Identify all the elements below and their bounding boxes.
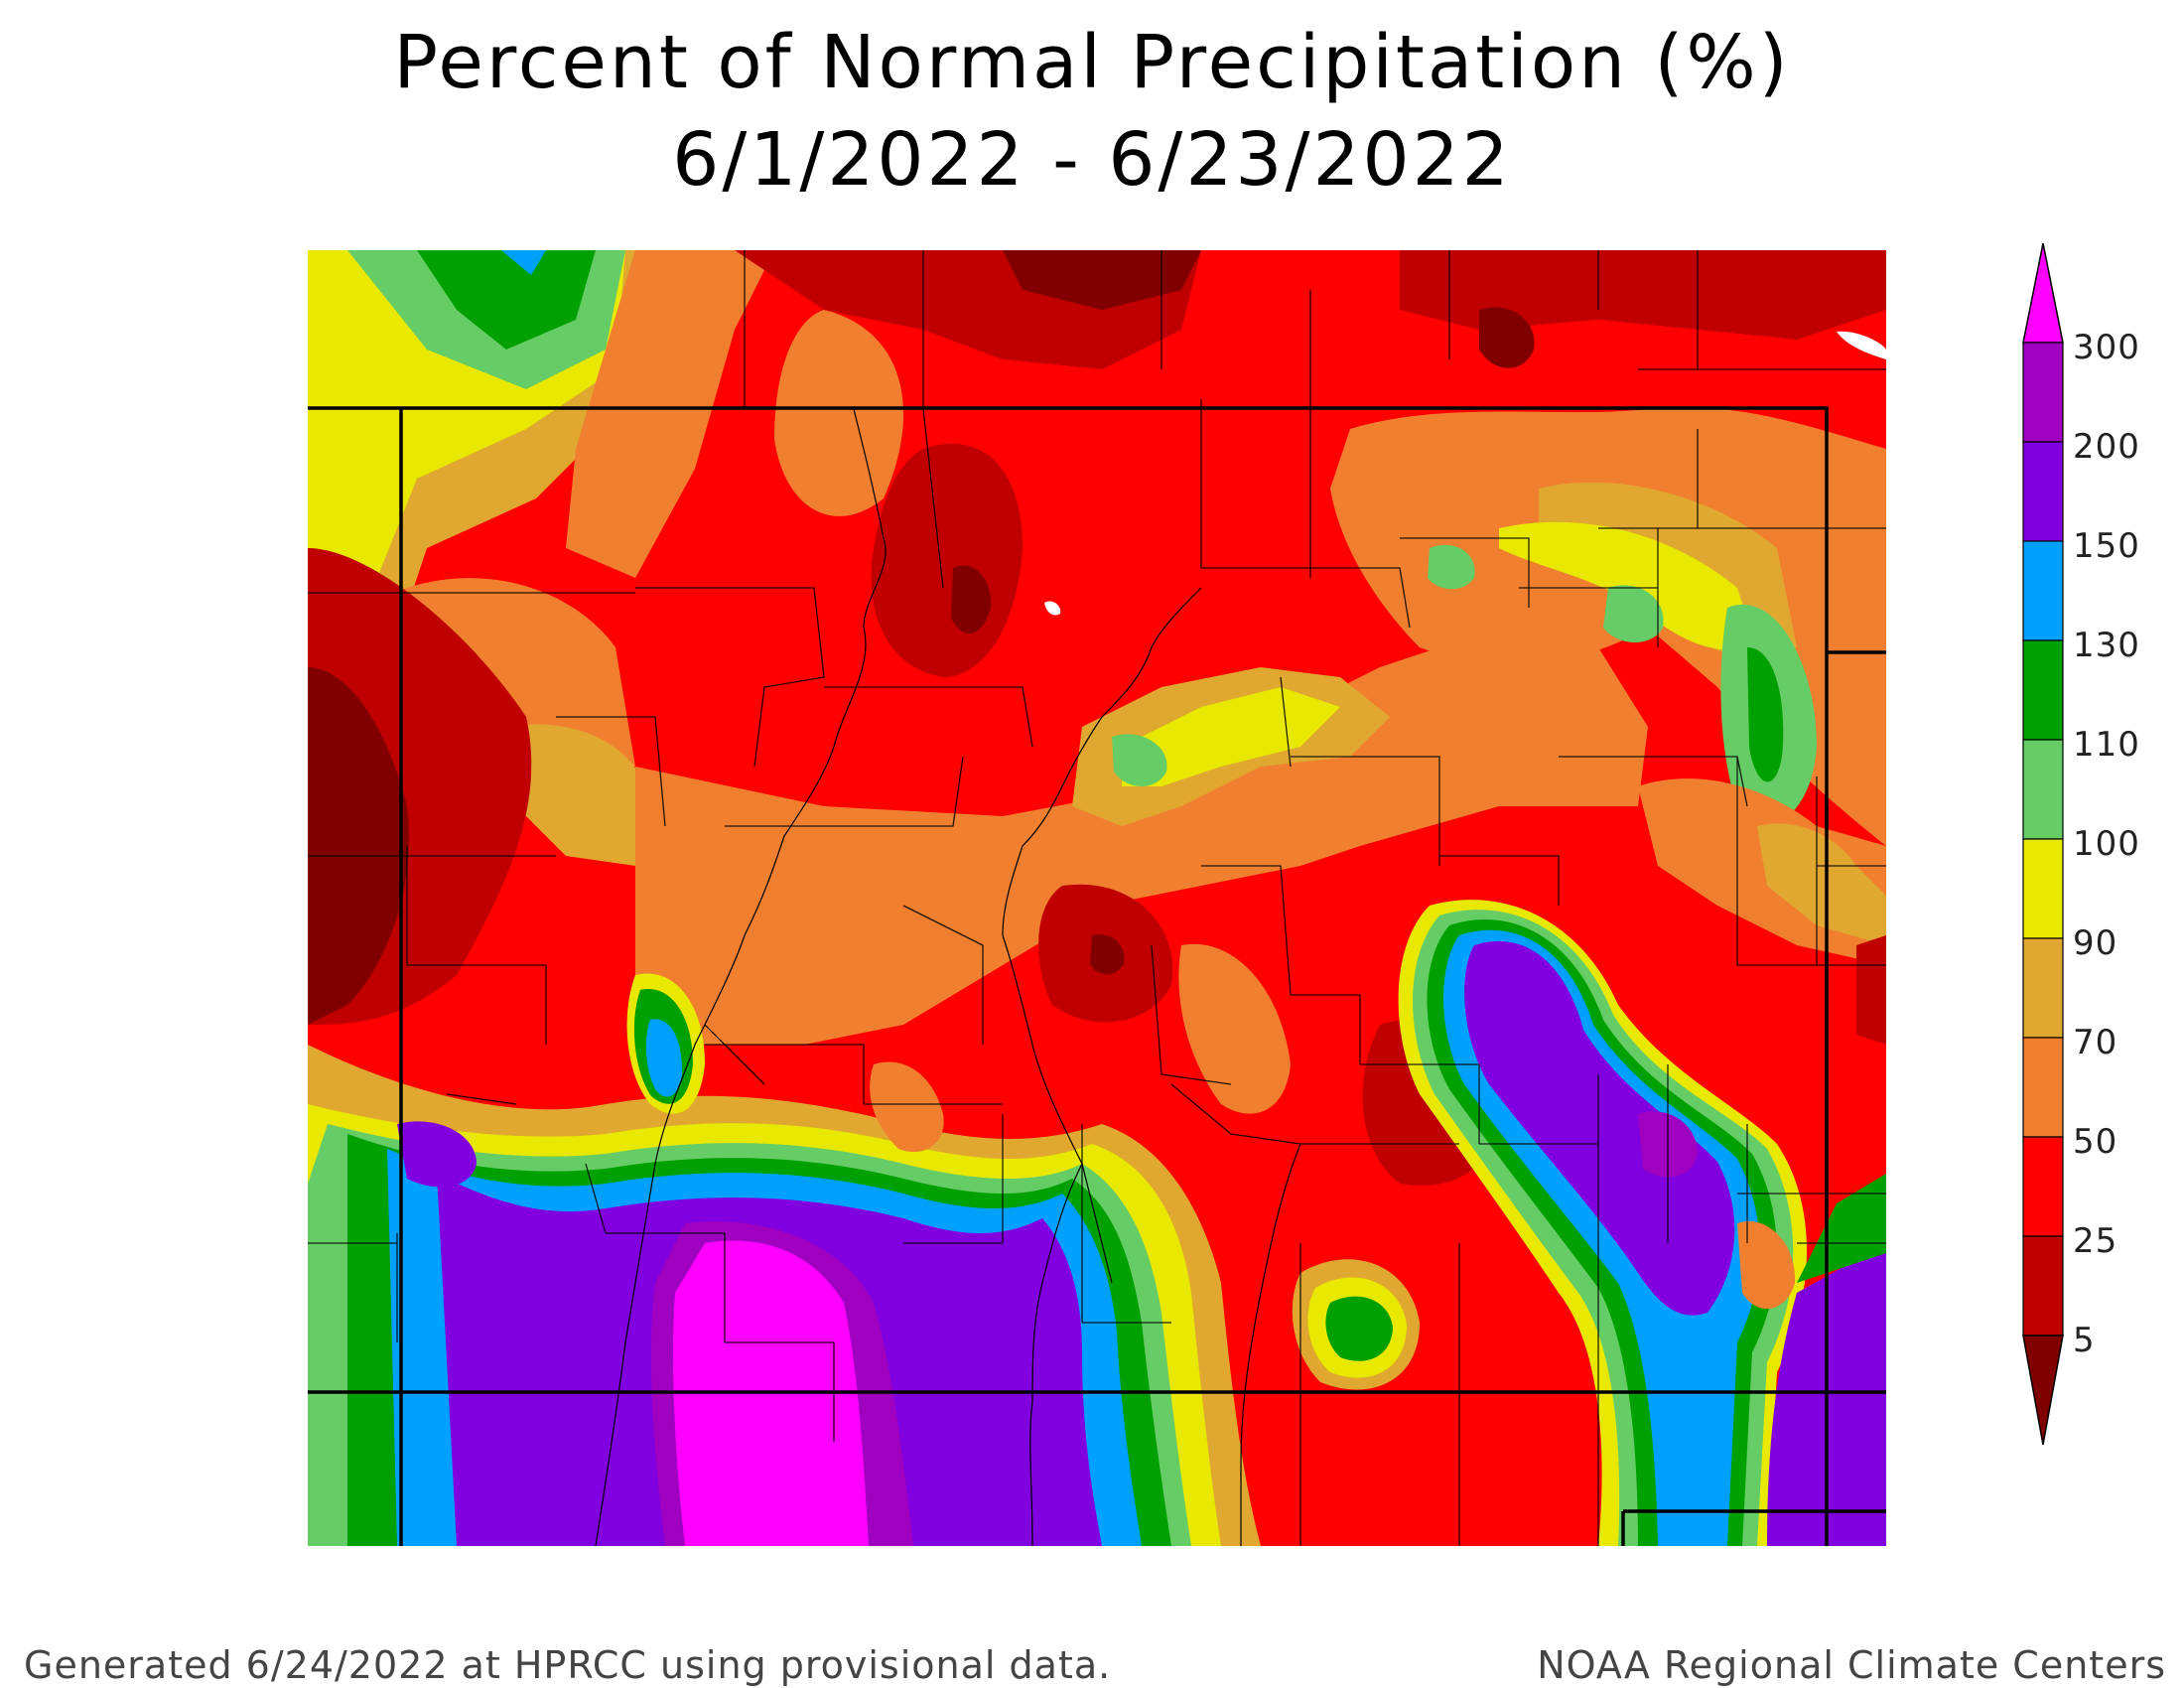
legend-band-5-25: [2022, 1235, 2064, 1336]
legend-label-70: 70: [2073, 1023, 2118, 1062]
region-lower-center: [870, 943, 1420, 1390]
legend-band-110-130: [2022, 639, 2064, 741]
river-lines: [595, 408, 1301, 1546]
legend-label-130: 130: [2073, 626, 2140, 665]
legend-band-100-110: [2022, 739, 2064, 840]
legend-label-200: 200: [2073, 427, 2140, 467]
color-legend: [2022, 243, 2064, 1446]
legend-band-150-200: [2022, 441, 2064, 542]
legend-arrow-bottom: [2022, 1335, 2064, 1446]
legend-band-130-150: [2022, 540, 2064, 641]
source-credit: NOAA Regional Climate Centers: [1537, 1643, 2166, 1687]
legend-band-200-300: [2022, 342, 2064, 443]
legend-band-70-90: [2022, 937, 2064, 1039]
legend-label-100: 100: [2073, 824, 2140, 864]
map-title: Percent of Normal Precipitation (%): [393, 20, 1791, 105]
region-central-belt: [635, 628, 1886, 1045]
legend-label-25: 25: [2073, 1221, 2118, 1261]
lake-northeast: [1837, 331, 1886, 359]
legend-label-110: 110: [2073, 725, 2140, 765]
legend-label-150: 150: [2073, 526, 2140, 566]
legend-label-5: 5: [2073, 1321, 2096, 1360]
map-date-range: 6/1/2022 - 6/23/2022: [672, 117, 1512, 203]
legend-band-90-100: [2022, 838, 2064, 939]
legend-label-50: 50: [2073, 1122, 2118, 1162]
generated-note: Generated 6/24/2022 at HPRCC using provi…: [24, 1643, 1112, 1687]
legend-label-300: 300: [2073, 328, 2140, 367]
precipitation-map: [308, 250, 1886, 1546]
region-south-wet: [308, 973, 1261, 1546]
legend-label-90: 90: [2073, 923, 2118, 963]
legend-band-25-50: [2022, 1136, 2064, 1237]
legend-band-50-70: [2022, 1037, 2064, 1138]
state-borders: [308, 406, 1886, 1546]
lake-north: [1044, 601, 1061, 616]
legend-arrow-top: [2022, 243, 2064, 344]
